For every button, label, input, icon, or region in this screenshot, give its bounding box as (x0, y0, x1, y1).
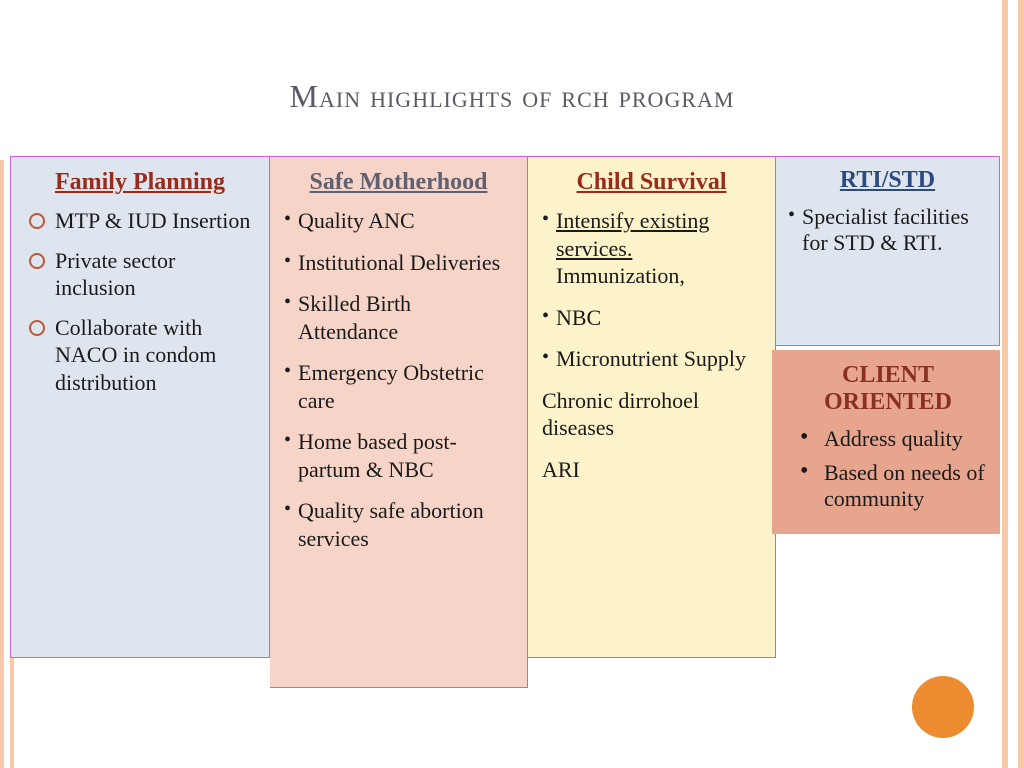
intensify-after: Immunization, (556, 263, 685, 288)
list-item: Micronutrient Supply (542, 345, 761, 373)
column-rti-std: RTI/STD Specialist facilities for STD & … (776, 156, 1000, 346)
heading-client-oriented: CLIENT ORIENTED (788, 362, 988, 416)
heading-child-survival: Child Survival (542, 167, 761, 197)
plain-item: Chronic dirrohoel diseases (542, 387, 761, 442)
heading-family-planning: Family Planning (25, 167, 255, 197)
list-item: Skilled Birth Attendance (284, 290, 513, 345)
list-item: MTP & IUD Insertion (29, 207, 255, 235)
list-client-oriented: Address quality Based on needs of commun… (788, 426, 988, 512)
column-child-survival: Child Survival Intensify existing servic… (528, 156, 776, 658)
list-child-survival: Intensify existing services. Immunizatio… (542, 207, 761, 373)
page-title: Main highlights of rch program (0, 78, 1024, 115)
list-item: Home based post-partum & NBC (284, 428, 513, 483)
list-safe-motherhood: Quality ANC Institutional Deliveries Ski… (284, 207, 513, 552)
column-right-stack: RTI/STD Specialist facilities for STD & … (776, 156, 1000, 688)
list-item: Intensify existing services. Immunizatio… (542, 207, 761, 290)
list-item: Quality safe abortion services (284, 497, 513, 552)
list-item: Quality ANC (284, 207, 513, 235)
column-safe-motherhood: Safe Motherhood Quality ANC Institutiona… (270, 156, 528, 688)
heading-rti-std: RTI/STD (788, 167, 987, 194)
list-item: NBC (542, 304, 761, 332)
plain-item: ARI (542, 456, 761, 484)
heading-safe-motherhood: Safe Motherhood (284, 167, 513, 197)
list-rti-std: Specialist facilities for STD & RTI. (788, 204, 987, 256)
list-item: Private sector inclusion (29, 247, 255, 302)
content-grid: Family Planning MTP & IUD Insertion Priv… (10, 156, 1000, 688)
stripe-right-inner (1008, 0, 1018, 768)
list-item: Institutional Deliveries (284, 249, 513, 277)
intensify-label: Intensify existing services. (556, 208, 709, 261)
column-family-planning: Family Planning MTP & IUD Insertion Priv… (10, 156, 270, 658)
list-item: Emergency Obstetric care (284, 359, 513, 414)
column-client-oriented: CLIENT ORIENTED Address quality Based on… (772, 350, 1000, 534)
list-item: Specialist facilities for STD & RTI. (788, 204, 987, 256)
list-item: Based on needs of community (800, 460, 988, 512)
list-item: Address quality (800, 426, 988, 452)
list-family-planning: MTP & IUD Insertion Private sector inclu… (25, 207, 255, 396)
list-item: Collaborate with NACO in condom distribu… (29, 314, 255, 397)
